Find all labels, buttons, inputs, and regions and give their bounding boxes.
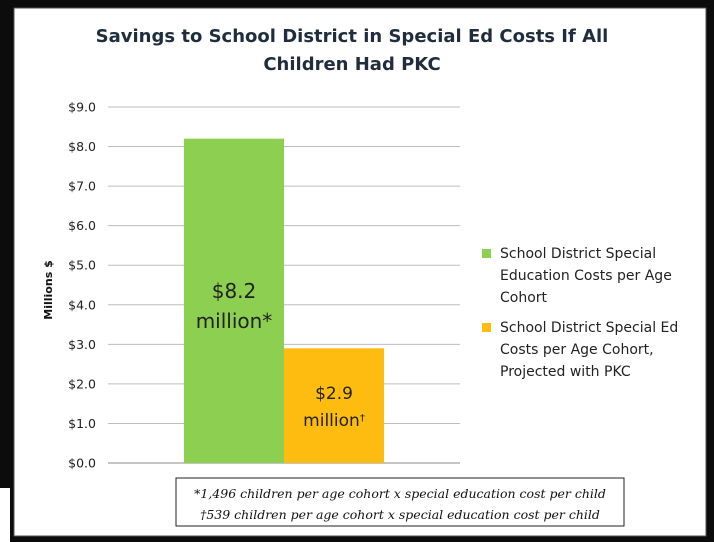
legend-entry-1-text: Education Costs per Age	[500, 268, 672, 284]
bar-series-1	[184, 138, 284, 463]
footnote-2: †539 children per age cohort x special e…	[200, 507, 600, 522]
bar-series-2	[284, 348, 384, 463]
chart-title-line-2: Children Had PKC	[263, 54, 440, 75]
y-tick-label: $4.0	[68, 297, 96, 312]
bar-unit-label: million†	[303, 411, 365, 431]
y-tick-label: $2.0	[68, 376, 96, 391]
bar-value-label: $8.2	[212, 279, 257, 303]
y-tick-label: $3.0	[68, 337, 96, 352]
y-tick-label: $1.0	[68, 416, 96, 431]
y-tick-label: $8.0	[68, 139, 96, 154]
y-tick-label: $9.0	[68, 100, 96, 115]
y-tick-label: $5.0	[68, 258, 96, 273]
bar-label-mark: †	[360, 413, 365, 424]
legend-entry-2-text: Costs per Age Cohort,	[500, 342, 654, 358]
y-axis-title: Millions $	[42, 260, 55, 319]
legend: School District Special Education Costs p…	[482, 246, 678, 380]
legend-swatch-1	[482, 249, 491, 258]
bars	[184, 138, 384, 463]
y-axis-ticks: $0.0 $1.0 $2.0 $3.0 $4.0 $5.0 $6.0 $7.0 $8.0 $9.0	[68, 100, 96, 471]
chart-title-line-1: Savings to School District in Special Ed…	[96, 26, 609, 47]
legend-entry-1-text: School District Special	[500, 246, 656, 262]
footnote-1: *1,496 children per age cohort x special…	[194, 486, 606, 501]
bottom-left-gap	[0, 488, 10, 542]
y-tick-label: $6.0	[68, 218, 96, 233]
legend-swatch-2	[482, 323, 491, 332]
y-tick-label: $0.0	[68, 456, 96, 471]
bar-labels: $8.2 million* $2.9 million†	[196, 279, 365, 431]
legend-entry-2-text: School District Special Ed	[500, 320, 678, 336]
legend-entry-2-text: Projected with PKC	[500, 364, 631, 380]
bar-value-label: $2.9	[315, 384, 353, 404]
legend-entry-1-text: Cohort	[500, 290, 548, 306]
y-tick-label: $7.0	[68, 179, 96, 194]
footnote-box	[175, 477, 625, 527]
bar-unit-label: million*	[196, 309, 273, 333]
